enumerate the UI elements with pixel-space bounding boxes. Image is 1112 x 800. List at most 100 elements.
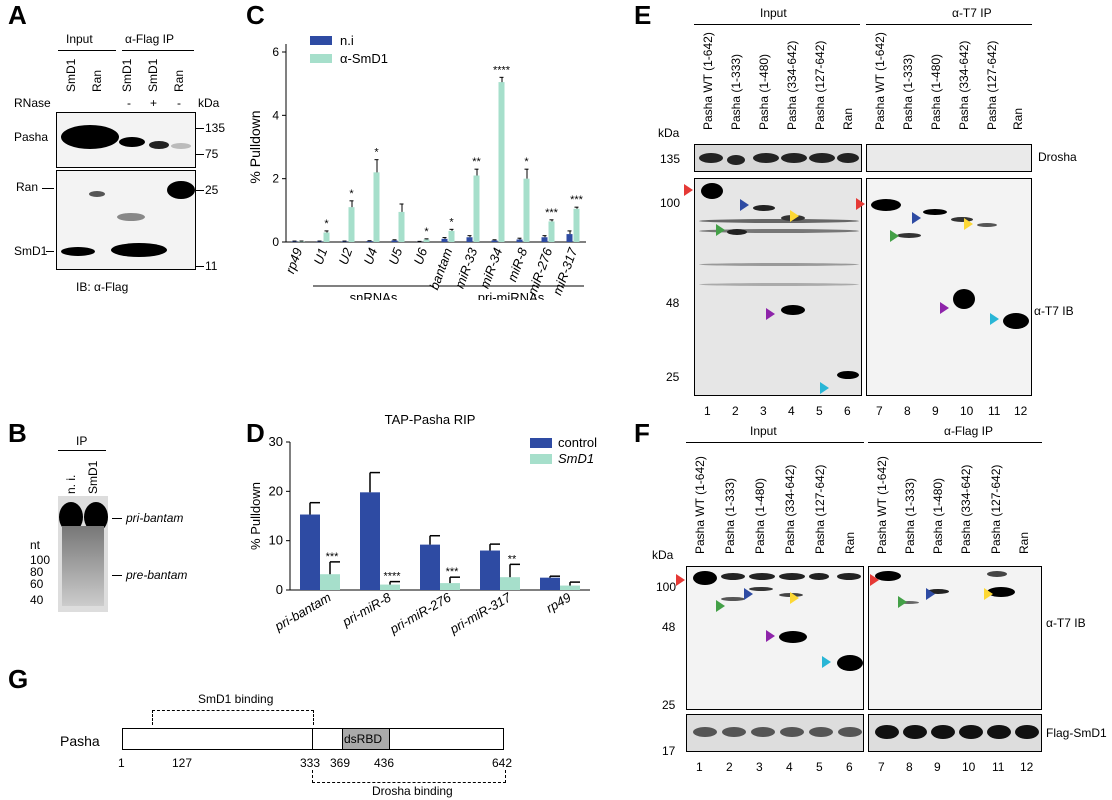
blot-band	[837, 573, 861, 580]
panel-g-pos-369: 369	[330, 756, 351, 770]
panel-f-lane-label: Pasha (1-333)	[723, 477, 737, 554]
chart-c-category-label: U2	[336, 245, 356, 266]
chart-c-bar	[298, 241, 305, 242]
panel-e-lane-number: 3	[760, 404, 767, 418]
panel-g-smd1-binding: SmD1 binding	[198, 692, 274, 706]
panel-e-lane-label: Pasha (334-642)	[957, 40, 971, 130]
chart-d-category-label: rp49	[543, 590, 573, 616]
chart-d-legend-swatch	[530, 438, 552, 448]
blot-band	[721, 597, 745, 601]
panel-f-lane-label: Pasha (334-642)	[959, 464, 973, 554]
chart-d-bar	[380, 584, 400, 590]
chart-c-bar	[523, 178, 530, 242]
panel-e-lane-number: 11	[988, 404, 1001, 418]
panel-e-marker-135: 135	[660, 152, 681, 166]
panel-e-label-t7ib: α-T7 IB	[1034, 304, 1074, 318]
panel-f-blot-flag-input	[686, 714, 864, 752]
panel-f-lane-number: 12	[1020, 760, 1034, 774]
chart-c-bar	[548, 221, 555, 242]
chart-d-bar	[540, 577, 560, 590]
blot-band	[987, 725, 1011, 739]
panel-f-lane-label: Pasha (1-480)	[931, 477, 945, 554]
arrowhead-icon	[716, 224, 725, 236]
arrowhead-icon	[984, 588, 993, 600]
chart-d-legend-label: control	[558, 435, 597, 450]
arrowhead-icon	[740, 199, 749, 211]
panel-a-marker-25: 25	[205, 183, 219, 197]
blot-band	[781, 305, 805, 315]
chart-c-bar	[366, 241, 373, 242]
blot-band	[749, 573, 775, 580]
blot-band	[927, 589, 949, 594]
chart-c-bar	[441, 238, 448, 242]
panel-g-pos-333: 333	[300, 756, 321, 770]
chart-c-bar	[391, 240, 398, 242]
panel-b-marker-100: 100	[30, 553, 51, 567]
arrowhead-icon	[990, 313, 999, 325]
blot-band	[837, 153, 859, 163]
panel-a-marker-135: 135	[205, 121, 226, 135]
panel-a-smd1-tick	[46, 251, 54, 252]
panel-b-pri-tick	[112, 518, 122, 519]
chart-d-legend-label: SmD1	[558, 451, 594, 466]
blot-band	[951, 217, 973, 222]
panel-f-lane-number: 1	[696, 760, 703, 774]
arrowhead-icon	[820, 382, 829, 394]
chart-c-bar	[348, 207, 355, 242]
blot-band	[1003, 313, 1029, 329]
panel-g-pos-127: 127	[172, 756, 193, 770]
blot-band	[780, 727, 804, 737]
blot-band	[727, 155, 745, 165]
arrowhead-icon	[964, 218, 973, 230]
panel-f-marker-17: 17	[662, 744, 676, 758]
blot-band	[923, 209, 947, 215]
panel-a-marker-75: 75	[205, 147, 219, 161]
chart-c-bar	[291, 241, 298, 242]
panel-e-lane-label: Pasha (1-480)	[929, 53, 943, 130]
panel-f-lane-number: 7	[878, 760, 885, 774]
chart-d-legend-swatch	[530, 454, 552, 464]
panel-f-label: F	[634, 418, 650, 448]
blot-band	[875, 571, 901, 581]
blot-band	[987, 571, 1007, 577]
chart-d-bar	[300, 514, 320, 590]
blot-band	[779, 573, 805, 580]
chart-c-significance: **	[472, 156, 481, 168]
chart-d-bar	[440, 583, 460, 590]
blot-band	[753, 205, 775, 211]
chart-d-bar	[480, 550, 500, 590]
blot-band	[897, 233, 921, 238]
panel-a-label: A	[8, 0, 27, 30]
chart-c-significance: *	[374, 147, 379, 159]
arrowhead-icon	[716, 600, 725, 612]
panel-e-marker-48: 48	[666, 296, 680, 310]
chart-c-category-label: miR-34	[477, 246, 505, 291]
chart-c-bar	[516, 239, 523, 242]
panel-a-marker-tick-75	[196, 154, 204, 155]
chart-c-significance: *	[524, 156, 529, 168]
panel-e-lane-label: Pasha WT (1-642)	[873, 32, 887, 130]
panel-e-lane-label: Ran	[1011, 107, 1025, 130]
arrowhead-icon	[790, 592, 799, 604]
blot-band	[837, 655, 863, 671]
panel-c-label: C	[246, 0, 265, 30]
chart-d-category-label: pri-miR-8	[339, 589, 394, 630]
panel-b-band-pre-bantam: pre-bantam	[126, 568, 188, 582]
panel-f-lane-label: Ran	[843, 531, 857, 554]
panel-b-ip: IP	[76, 434, 88, 448]
panel-e-lane-number: 5	[816, 404, 823, 418]
panel-e-marker-25: 25	[666, 370, 680, 384]
panel-g-divider-333	[312, 728, 313, 750]
panel-a-rnase-1: -	[127, 96, 131, 110]
panel-d-label: D	[246, 418, 265, 448]
panel-f-marker-48: 48	[662, 620, 676, 634]
blot-band	[1015, 725, 1039, 739]
panel-e-lane-label: Pasha (1-333)	[901, 53, 915, 130]
blot-band	[838, 727, 862, 737]
chart-c-category-label: U1	[311, 246, 331, 267]
arrowhead-icon	[926, 588, 935, 600]
chart-c-bar	[341, 241, 348, 242]
blot-band	[959, 725, 983, 739]
arrowhead-icon	[870, 574, 879, 586]
